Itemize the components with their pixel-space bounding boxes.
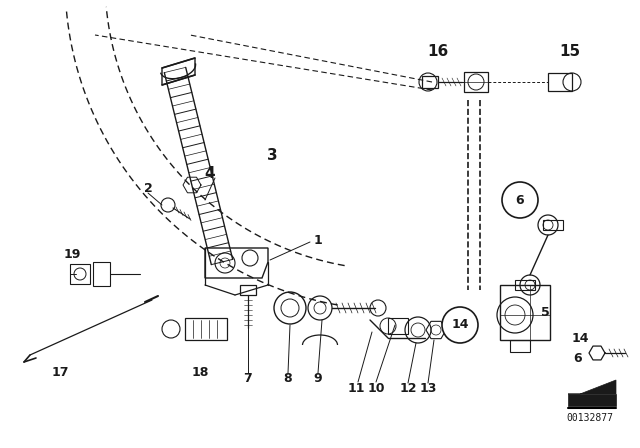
Text: 13: 13: [419, 382, 436, 395]
Text: 18: 18: [191, 366, 209, 379]
Text: 6: 6: [573, 352, 582, 365]
Text: 1: 1: [314, 233, 323, 246]
Circle shape: [442, 307, 478, 343]
Text: 19: 19: [63, 249, 81, 262]
Text: 7: 7: [244, 371, 252, 384]
Text: 2: 2: [143, 182, 152, 195]
Text: 16: 16: [428, 44, 449, 60]
Polygon shape: [568, 394, 616, 406]
Text: 12: 12: [399, 382, 417, 395]
Text: 3: 3: [267, 147, 277, 163]
Text: 4: 4: [205, 165, 215, 181]
Text: 17: 17: [51, 366, 68, 379]
Text: 10: 10: [367, 382, 385, 395]
Polygon shape: [568, 380, 616, 394]
Text: 14: 14: [572, 332, 589, 345]
Text: 11: 11: [348, 382, 365, 395]
Text: 15: 15: [559, 44, 580, 60]
Text: 5: 5: [541, 306, 549, 319]
Text: 8: 8: [284, 371, 292, 384]
Text: 00132877: 00132877: [566, 413, 614, 423]
Circle shape: [502, 182, 538, 218]
Text: 6: 6: [516, 194, 524, 207]
Text: 9: 9: [314, 371, 323, 384]
Text: 14: 14: [451, 319, 468, 332]
